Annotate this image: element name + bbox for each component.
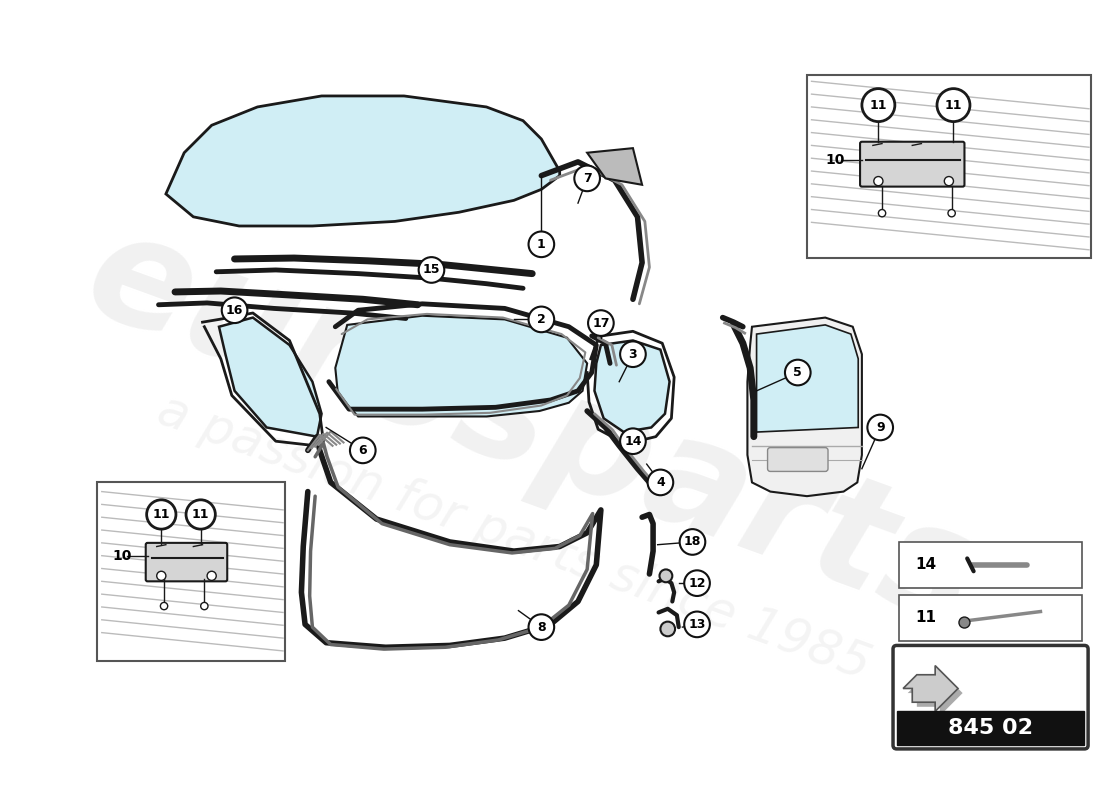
Text: 13: 13 — [689, 618, 706, 631]
Circle shape — [620, 342, 646, 367]
Text: 12: 12 — [689, 577, 706, 590]
Circle shape — [574, 166, 600, 191]
Polygon shape — [166, 96, 560, 226]
Text: 17: 17 — [592, 317, 609, 330]
Circle shape — [648, 470, 673, 495]
Text: 1: 1 — [537, 238, 546, 251]
Circle shape — [660, 570, 672, 582]
Polygon shape — [747, 318, 862, 496]
Text: 14: 14 — [624, 434, 641, 448]
FancyBboxPatch shape — [896, 711, 1085, 746]
Text: 11: 11 — [870, 98, 887, 112]
Circle shape — [944, 177, 954, 186]
Circle shape — [528, 306, 554, 332]
Circle shape — [684, 570, 710, 596]
FancyBboxPatch shape — [807, 75, 1091, 258]
Circle shape — [680, 529, 705, 554]
FancyBboxPatch shape — [899, 542, 1081, 588]
Circle shape — [528, 614, 554, 640]
Circle shape — [684, 611, 710, 637]
Text: 3: 3 — [628, 348, 637, 361]
Circle shape — [785, 360, 811, 386]
Polygon shape — [587, 148, 642, 185]
Circle shape — [660, 622, 675, 636]
FancyBboxPatch shape — [860, 142, 965, 186]
FancyBboxPatch shape — [97, 482, 285, 661]
Circle shape — [156, 571, 166, 581]
Text: 8: 8 — [537, 621, 546, 634]
Text: a passion for parts since 1985: a passion for parts since 1985 — [151, 386, 877, 689]
Text: 11: 11 — [191, 508, 209, 521]
Text: 9: 9 — [876, 421, 884, 434]
FancyBboxPatch shape — [899, 595, 1081, 641]
Text: 10: 10 — [113, 549, 132, 562]
FancyBboxPatch shape — [893, 646, 1088, 749]
Circle shape — [350, 438, 375, 463]
Circle shape — [528, 231, 554, 257]
Text: 11: 11 — [153, 508, 170, 521]
Text: 6: 6 — [359, 444, 367, 457]
Polygon shape — [219, 318, 321, 437]
Text: 5: 5 — [793, 366, 802, 379]
Circle shape — [222, 298, 248, 323]
Text: 2: 2 — [537, 313, 546, 326]
Text: 11: 11 — [915, 610, 936, 626]
Circle shape — [620, 428, 646, 454]
Text: 7: 7 — [583, 172, 592, 185]
Circle shape — [419, 257, 444, 282]
FancyBboxPatch shape — [768, 448, 828, 471]
Text: 15: 15 — [422, 263, 440, 277]
Polygon shape — [757, 325, 858, 432]
Polygon shape — [336, 316, 587, 417]
Circle shape — [207, 571, 217, 581]
FancyBboxPatch shape — [145, 543, 228, 582]
Text: 845 02: 845 02 — [947, 718, 1033, 738]
Circle shape — [937, 89, 970, 122]
Circle shape — [146, 500, 176, 529]
Text: 16: 16 — [226, 304, 243, 317]
Text: 11: 11 — [945, 98, 962, 112]
Circle shape — [959, 617, 970, 628]
Polygon shape — [594, 341, 670, 432]
Text: 18: 18 — [684, 535, 701, 549]
Circle shape — [948, 210, 955, 217]
Circle shape — [868, 414, 893, 440]
Polygon shape — [903, 666, 958, 711]
Circle shape — [161, 602, 167, 610]
Circle shape — [588, 310, 614, 336]
Text: 4: 4 — [656, 476, 664, 489]
Polygon shape — [908, 670, 962, 716]
Text: eurosparts: eurosparts — [67, 198, 998, 658]
Circle shape — [186, 500, 216, 529]
Circle shape — [200, 602, 208, 610]
Circle shape — [862, 89, 895, 122]
Text: 14: 14 — [915, 558, 936, 572]
Text: 10: 10 — [825, 153, 845, 167]
Circle shape — [873, 177, 883, 186]
Circle shape — [879, 210, 886, 217]
